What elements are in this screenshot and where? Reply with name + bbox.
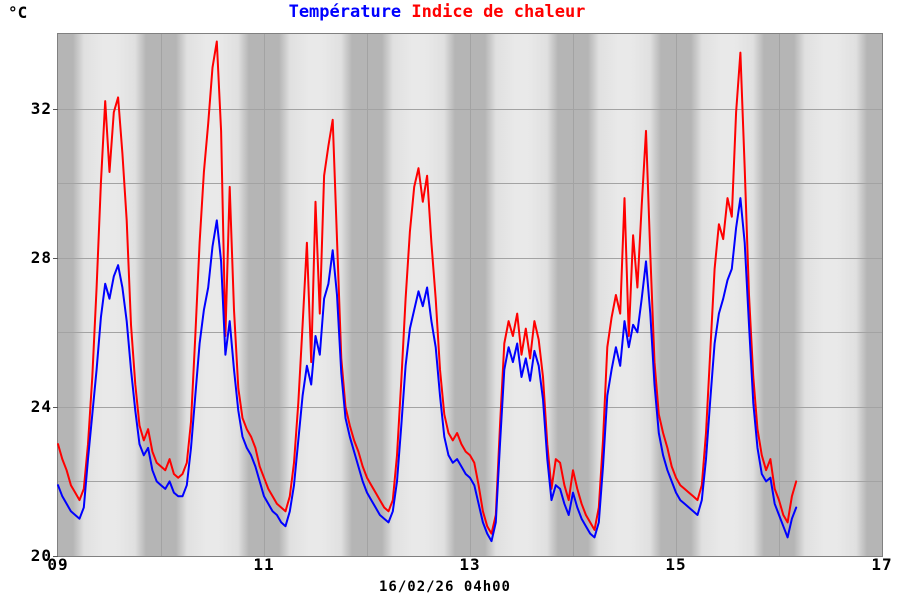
day-band [779,34,882,556]
day-band [470,34,573,556]
y-tick-label: 28 [30,247,52,267]
temperature-line [57,197,798,543]
day-band [573,34,676,556]
y-axis-unit-label: °C [8,3,28,22]
day-band [264,34,367,556]
x-tick-label: 13 [459,555,481,574]
y-tick-label: 24 [30,396,52,416]
legend-temperature-label: Température [288,2,402,22]
day-band [161,34,264,556]
current-datetime-label: 16/02/26 04h00 [378,579,511,595]
x-tick-label: 11 [253,555,275,574]
chart-canvas [53,34,882,557]
heat-index-line [57,40,798,535]
y-tick-label: 20 [30,546,52,565]
legend-heat-index-label: Indice de chaleur [411,2,586,22]
x-tick-label: 17 [871,555,893,574]
plot-area [53,33,883,557]
chart-title: Température Indice de chaleur [0,2,874,22]
y-tick-label: 32 [30,98,52,118]
legend-separator [401,2,411,22]
x-tick-label: 09 [47,555,69,574]
x-tick-label: 15 [665,555,687,574]
day-night-background-bands [58,34,882,556]
